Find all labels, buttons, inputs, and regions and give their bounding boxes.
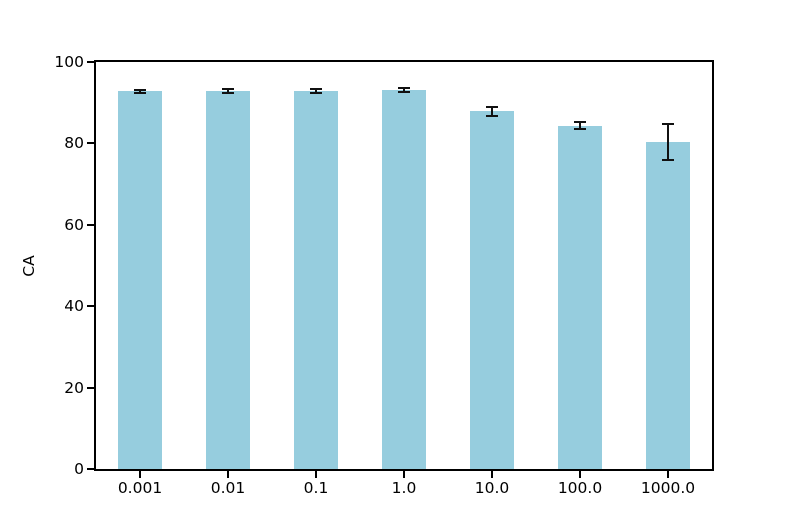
error-bar xyxy=(491,106,493,116)
x-tick-label: 1000.0 xyxy=(640,479,696,497)
y-tick-label: 100 xyxy=(54,53,84,71)
y-axis-tick-mark xyxy=(87,468,94,470)
x-tick-label: 0.001 xyxy=(117,479,163,497)
error-bar xyxy=(579,121,581,130)
error-bar xyxy=(227,89,229,94)
y-tick-label: 60 xyxy=(64,215,84,234)
error-bar-cap-bottom xyxy=(486,114,498,117)
error-bar-cap-bottom xyxy=(398,90,410,93)
y-axis-tick-mark xyxy=(87,61,94,63)
error-bar-cap-top xyxy=(662,122,674,125)
y-axis-label: CA xyxy=(20,255,38,277)
y-axis-tick-mark xyxy=(87,386,94,389)
error-bar xyxy=(315,89,317,93)
x-tick-label: 0.01 xyxy=(210,479,246,497)
x-axis-tick-mark xyxy=(139,471,141,478)
y-tick-label: 20 xyxy=(64,378,84,397)
y-tick-label: 40 xyxy=(64,297,84,316)
y-axis-tick-mark xyxy=(87,223,94,226)
bar xyxy=(118,91,162,469)
bar xyxy=(382,90,426,469)
bar xyxy=(558,125,602,469)
y-tick-label: 80 xyxy=(64,134,84,153)
error-bar-cap-top xyxy=(222,88,234,91)
error-bar-cap-top xyxy=(134,89,146,92)
error-bar-cap-bottom xyxy=(222,92,234,95)
error-bar-cap-top xyxy=(310,88,322,91)
x-tick-label: 10.0 xyxy=(474,479,510,497)
error-bar-cap-bottom xyxy=(310,91,322,94)
error-bar-cap-top xyxy=(574,120,586,123)
y-tick-label: 0 xyxy=(74,460,84,478)
error-bar-cap-bottom xyxy=(662,158,674,161)
x-axis-tick-mark xyxy=(315,471,317,478)
bar xyxy=(470,111,514,469)
error-bar-cap-top xyxy=(486,105,498,108)
plot-area xyxy=(94,60,714,471)
x-axis-tick-mark xyxy=(667,471,669,478)
x-axis-tick-mark xyxy=(579,471,581,478)
error-bar xyxy=(667,123,669,160)
error-bar-cap-bottom xyxy=(134,91,146,94)
bar xyxy=(206,91,250,469)
error-bar xyxy=(139,90,141,93)
error-bar-cap-top xyxy=(398,87,410,90)
x-axis-tick-mark xyxy=(227,471,229,478)
bar xyxy=(646,141,690,469)
x-tick-label: 100.0 xyxy=(557,479,603,497)
y-axis-tick-mark xyxy=(87,305,94,308)
y-axis-tick-mark xyxy=(87,142,94,145)
bar xyxy=(294,90,338,469)
x-tick-label: 1.0 xyxy=(391,479,417,497)
error-bar xyxy=(403,88,405,92)
x-axis-tick-mark xyxy=(403,471,405,478)
x-tick-label: 0.1 xyxy=(303,479,329,497)
error-bar-cap-bottom xyxy=(574,128,586,131)
x-axis-tick-mark xyxy=(491,471,493,478)
